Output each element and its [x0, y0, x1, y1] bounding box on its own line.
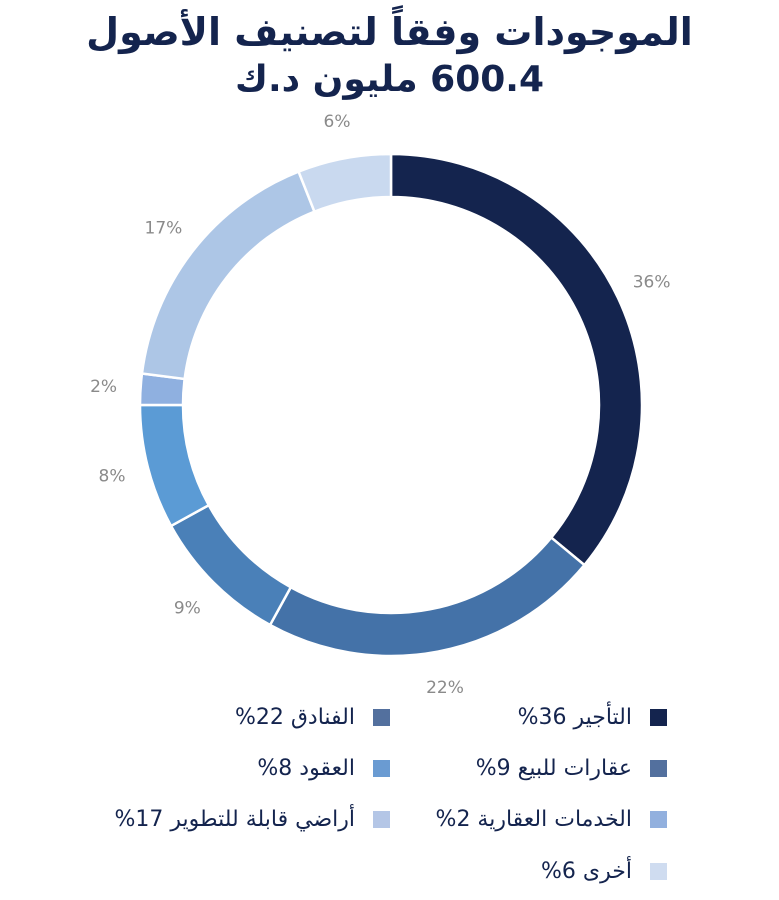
- legend-item-developable-land: أراضي قابلة للتطوير 17%: [115, 802, 390, 836]
- donut-slice: [389, 152, 644, 567]
- legend-item-properties-for-sale: عقارات للبيع 9%: [476, 751, 667, 785]
- slice-data-label: 36%: [633, 272, 671, 292]
- legend-label: الخدمات العقارية 2%: [435, 806, 632, 832]
- legend-label: أخرى 6%: [541, 858, 632, 884]
- legend-label: أراضي قابلة للتطوير 17%: [114, 806, 355, 832]
- slice-data-label: 8%: [99, 467, 126, 487]
- slice-data-label: 9%: [174, 599, 201, 619]
- legend-swatch: [650, 862, 667, 880]
- legend-label: العقود 8%: [257, 755, 355, 781]
- donut-slice: [268, 535, 587, 658]
- slice-data-label: 6%: [324, 112, 351, 132]
- legend-item-leasing: التأجير 36%: [518, 700, 667, 734]
- legend-swatch: [650, 759, 667, 777]
- legend-swatch: [373, 708, 390, 726]
- slice-data-label: 2%: [90, 377, 117, 397]
- legend-item-hotels: الفنادق 22%: [235, 700, 390, 734]
- legend-swatch: [650, 708, 667, 726]
- slice-data-label: 22%: [426, 678, 464, 698]
- donut-slice: [138, 403, 211, 528]
- donut-slice: [140, 170, 317, 381]
- chart-title: الموجودات وفقاً لتصنيف الأصول: [86, 10, 693, 54]
- chart-subtitle: 600.4 مليون د.ك: [234, 59, 545, 100]
- slice-data-label: 17%: [145, 218, 183, 238]
- legend-swatch: [650, 810, 667, 828]
- legend-label: عقارات للبيع 9%: [475, 755, 632, 781]
- legend-swatch: [373, 759, 390, 777]
- legend-item-other: أخرى 6%: [541, 854, 667, 888]
- legend-item-real-estate-services: الخدمات العقارية 2%: [436, 802, 667, 836]
- donut-slice: [296, 152, 393, 214]
- legend-label: الفنادق 22%: [234, 704, 355, 730]
- legend-label: التأجير 36%: [517, 704, 632, 730]
- legend-item-contracts: العقود 8%: [257, 751, 390, 785]
- legend-swatch: [373, 810, 390, 828]
